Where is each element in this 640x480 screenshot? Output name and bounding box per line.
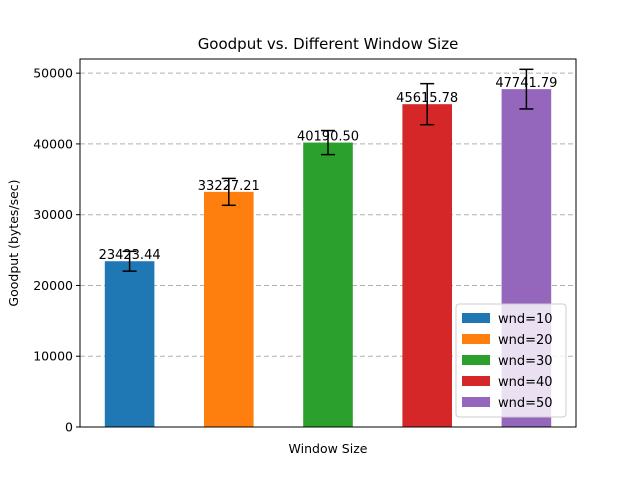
bars: 23423.44 33227.21 40190.50 45615.78 47741.79 — [99, 68, 557, 428]
data-label: 45615.78 — [396, 91, 458, 106]
legend: wnd=10 wnd=20 wnd=30 wnd=40 wnd=50 — [455, 303, 567, 418]
y-tick-label: 20000 — [33, 278, 73, 293]
data-label: 23423.44 — [99, 248, 161, 263]
legend-box — [455, 303, 567, 418]
legend-swatch — [462, 313, 490, 323]
bar — [402, 104, 452, 427]
y-tick-label: 10000 — [33, 349, 73, 364]
y-tick-label: 30000 — [33, 207, 73, 222]
data-label: 47741.79 — [495, 76, 557, 91]
legend-swatch — [462, 355, 490, 365]
x-axis-label: Window Size — [289, 441, 368, 456]
y-tick-label: 50000 — [33, 66, 73, 81]
bar — [104, 261, 155, 427]
legend-label: wnd=10 — [498, 312, 553, 327]
bar — [204, 191, 254, 427]
legend-label: wnd=50 — [498, 396, 553, 411]
plot-frame — [79, 58, 577, 428]
legend-swatch — [462, 376, 490, 386]
legend-label: wnd=30 — [498, 354, 553, 369]
data-label: 33227.21 — [198, 179, 260, 194]
data-label: 40190.50 — [297, 130, 359, 145]
legend-label: wnd=20 — [498, 333, 553, 348]
y-axis-label: Goodput (bytes/sec) — [6, 179, 21, 306]
chart-title: Goodput vs. Different Window Size — [198, 35, 459, 53]
legend-label: wnd=40 — [498, 375, 553, 390]
bar — [303, 142, 353, 427]
axes: 0 10000 20000 30000 40000 50000 — [33, 58, 577, 435]
legend-swatch — [462, 397, 490, 407]
y-tick-label: 40000 — [33, 136, 73, 151]
y-tick-label: 0 — [65, 420, 73, 435]
legend-swatch — [462, 334, 490, 344]
